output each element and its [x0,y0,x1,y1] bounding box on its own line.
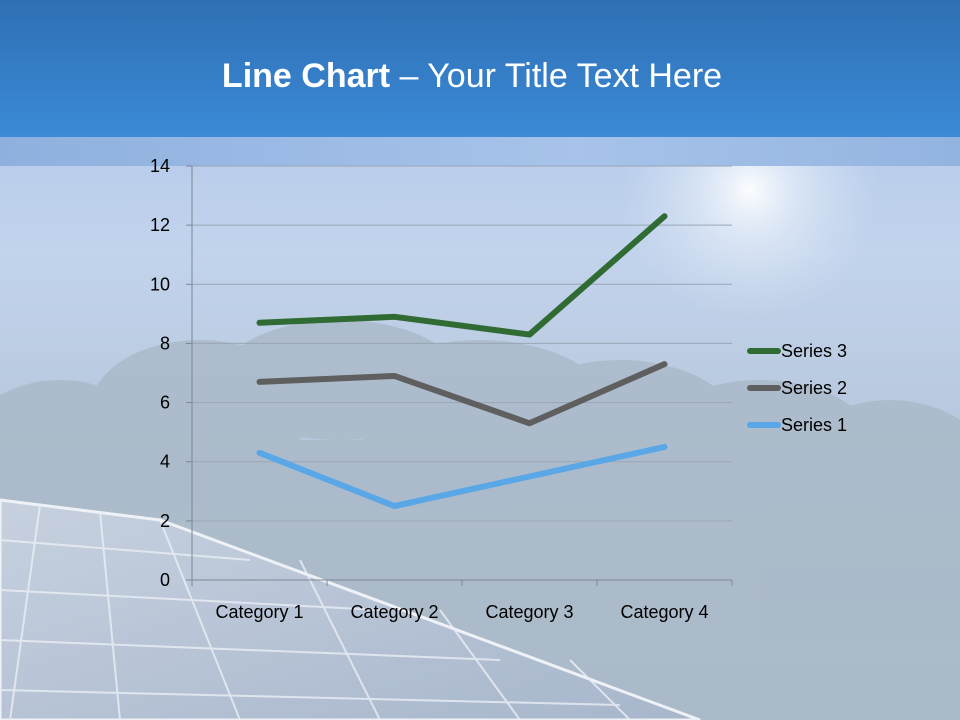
x-tick-label: Category 3 [485,602,573,622]
series-line-3 [256,213,668,338]
gridlines [192,165,732,522]
series-line-2 [256,361,668,427]
header-bar [0,0,960,137]
series-line-1 [256,443,668,510]
y-tick-label: 6 [160,393,170,413]
header-band [0,137,960,166]
axes: 0 2 4 6 8 10 12 14 Category 1 Category 2 Category … [150,156,733,622]
slide-title: Line Chart – Your Title Text Here [0,52,944,100]
y-tick-label: 2 [160,511,170,531]
y-tick-label: 14 [150,156,170,176]
legend: Series 3 Series 2 Series 1 [747,341,847,435]
y-tick-label: 10 [150,274,170,294]
legend-label: Series 1 [781,415,847,435]
y-tick-label: 8 [160,333,170,353]
y-tick-label: 0 [160,570,170,590]
slide-title-bold: Line Chart [221,57,391,95]
solar-panel [0,498,701,720]
y-tick-label: 12 [150,215,170,235]
y-tick-label: 4 [160,452,170,472]
legend-label: Series 3 [781,341,847,361]
x-tick-label: Category 1 [215,602,303,622]
series-lines [256,213,668,510]
x-tick-label: Category 2 [350,602,438,622]
slide-title-rest: – Your Title Text Here [390,57,723,95]
legend-label: Series 2 [781,378,847,398]
x-tick-label: Category 4 [620,602,708,622]
